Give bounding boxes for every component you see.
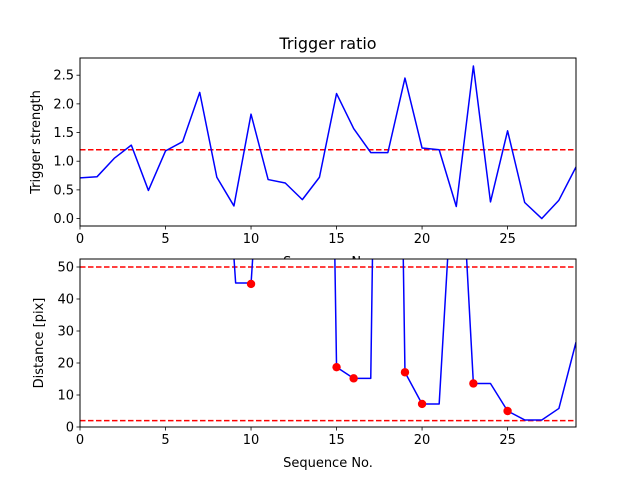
bottom-x-tick-label: 15	[328, 433, 345, 448]
top-y-axis-label: Trigger strength	[29, 90, 44, 195]
bottom-marker-point	[349, 374, 358, 383]
bottom-x-tick-label: 0	[76, 433, 84, 448]
bottom-x-tick-label: 10	[243, 433, 260, 448]
bottom-y-tick-label: 40	[57, 293, 74, 308]
bottom-plot-area	[80, 259, 576, 427]
top-series-line-0	[80, 65, 576, 220]
top-y-tick-label: 0.0	[53, 212, 74, 227]
top-x-tick-label: 15	[328, 232, 345, 247]
top-x-tick-label: 20	[414, 232, 431, 247]
top-y-tick-label: 2.5	[53, 69, 74, 84]
top-plot-frame	[79, 57, 577, 227]
bottom-panel: 0 5 10 15 20 25 0 10 20 30 40 50 Distance [pix] Se…	[32, 258, 577, 471]
top-plot-area	[80, 58, 576, 226]
bottom-marker-point	[417, 399, 427, 409]
bottom-y-tick-label: 50	[57, 261, 74, 276]
top-x-tick-label: 5	[161, 232, 169, 247]
bottom-x-tick-label: 20	[414, 433, 431, 448]
top-x-tick-label: 0	[76, 232, 84, 247]
bottom-hlines	[80, 266, 576, 422]
bottom-plot-frame	[79, 258, 577, 428]
bottom-y-tick-label: 20	[57, 357, 74, 372]
bottom-x-tick-label: 25	[499, 433, 516, 448]
top-x-tick-label: 25	[499, 232, 516, 247]
top-y-tick-label: 1.0	[53, 155, 74, 170]
bottom-marker-point	[400, 368, 410, 377]
bottom-marker-point	[503, 406, 512, 416]
bottom-y-tick-label: 10	[57, 389, 74, 404]
bottom-y-tick-label: 0	[66, 421, 74, 436]
bottom-x-axis-label: Sequence No.	[283, 456, 373, 471]
bottom-marker-point	[246, 279, 256, 289]
top-x-tick-label: 10	[243, 232, 260, 247]
bottom-y-tick-label: 30	[57, 325, 74, 340]
bottom-x-tick-label: 5	[161, 433, 169, 448]
top-y-tick-label: 0.5	[53, 183, 74, 198]
bottom-markers	[246, 279, 512, 416]
bottom-x-ticks: 0 5 10 15 20 25	[76, 427, 516, 448]
top-y-ticks: 0.0 0.5 1.0 1.5 2.0 2.5	[53, 69, 80, 227]
top-chart-title: Trigger ratio	[278, 34, 376, 53]
bottom-y-ticks: 0 10 20 30 40 50	[57, 261, 80, 436]
bottom-marker-point	[332, 362, 341, 372]
top-x-ticks: 0 5 10 15 20 25	[76, 226, 516, 247]
top-series	[80, 65, 576, 220]
top-panel: 0 5 10 15 20 25 0.0 0.5 1.0 1.5 2.0 2.5 Trigger ra…	[29, 34, 577, 270]
top-y-tick-label: 2.0	[53, 97, 74, 112]
bottom-y-axis-label: Distance [pix]	[32, 298, 47, 389]
bottom-marker-point	[469, 379, 478, 388]
top-y-tick-label: 1.5	[53, 126, 74, 141]
